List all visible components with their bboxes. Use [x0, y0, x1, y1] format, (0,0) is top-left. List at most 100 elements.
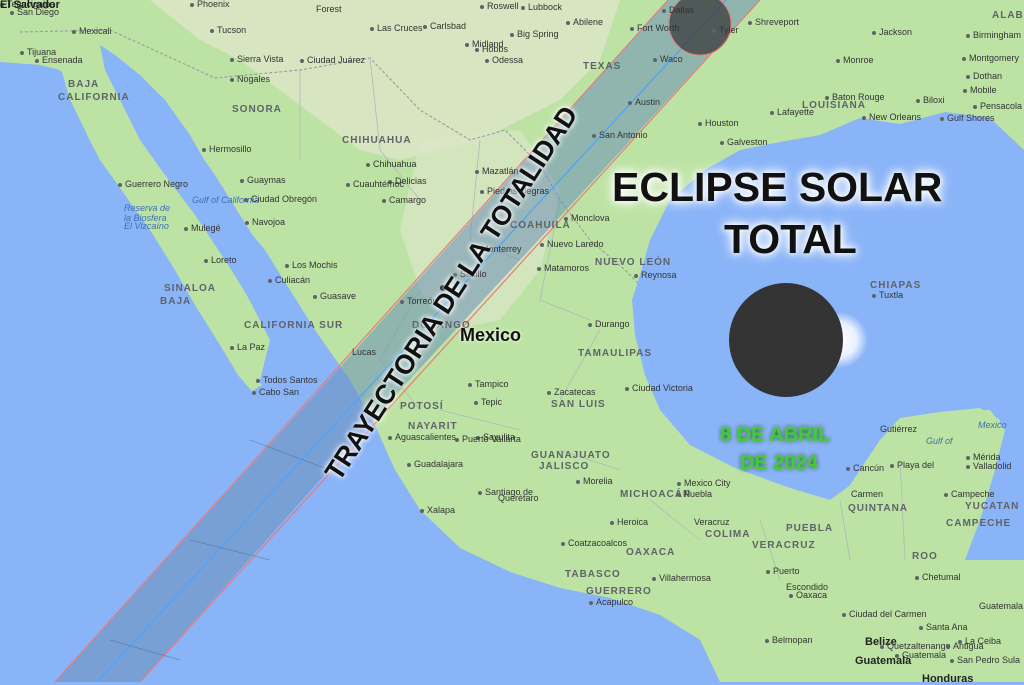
map-label-city: Camargo: [382, 196, 426, 205]
map-label-city: Gulf Shores: [940, 114, 995, 123]
headline-line2: TOTAL: [724, 216, 857, 262]
land-yucatan: [840, 410, 1005, 575]
date-line2: DE 2024: [740, 452, 818, 474]
map-label-city: Tucson: [210, 26, 246, 35]
gulf-of-california: [105, 55, 300, 340]
map-label-city: Galveston: [720, 138, 768, 147]
map-label-city: Piedras Negras: [480, 187, 549, 196]
map-label-city: Pensacola: [973, 102, 1022, 111]
map-label-city: Heroica: [610, 518, 648, 527]
map-label-state: CHIAPAS: [870, 280, 922, 291]
map-label-city: San Antonio: [592, 131, 648, 140]
map-label-city: Ensenada: [35, 56, 83, 65]
eclipse-disc: [729, 283, 843, 397]
map-label-state: LOUISIANA: [802, 100, 866, 111]
map-label-city: Montgomery: [962, 54, 1019, 63]
map-label-state: PUEBLA: [786, 523, 834, 534]
country-label-mexico: Mexico: [460, 325, 522, 345]
map-label-city: Delicias: [388, 177, 427, 186]
map-label-city: Ciudad Obregón: [244, 195, 317, 204]
map-label-city: Nogales: [230, 75, 270, 84]
map-label-state: TAMAULIPAS: [578, 348, 653, 359]
map-label-city: Cancún: [846, 464, 884, 473]
map-label-city: Tyler: [712, 26, 739, 35]
map-label-city: Zacatecas: [547, 388, 596, 397]
map-label-state: CHIHUAHUA: [342, 135, 412, 146]
map-label-city: Phoenix: [190, 0, 230, 9]
map-label-city: Baton Rouge: [825, 93, 885, 102]
map-label-city: Santa Ana: [919, 623, 968, 632]
pacific-coast: [0, 62, 720, 682]
map-label-city: Mazatlán: [475, 167, 519, 176]
map-label-city: San Pedro Sula: [950, 656, 1020, 665]
map-label-city: Mulegé: [184, 224, 221, 233]
map-label-state: BAJA: [160, 296, 192, 307]
map-label-city: Quetzaltenango: [880, 642, 951, 651]
map-label-city: Todos Santos: [256, 376, 318, 385]
path-segment-line: [189, 539, 271, 561]
map-label-city: Big Spring: [510, 30, 559, 39]
map-label-state: GUANAJUATO: [531, 450, 611, 461]
map-label-city: Antigua: [946, 642, 984, 651]
map-label-water: la Biosfera: [124, 213, 167, 223]
map-label-state: DURANGO: [412, 320, 471, 331]
map-label-city: Monclova: [564, 214, 610, 223]
map-label-city: Monroe: [836, 56, 874, 65]
map-label-state: TABASCO: [565, 569, 621, 580]
map-label-city: Guatemala: [895, 651, 946, 660]
map-label-city: Lafayette: [770, 108, 814, 117]
map-label-city: Cuauhtémoc: [346, 180, 404, 189]
map-label-state: SAN LUIS: [551, 399, 606, 410]
land-baja: [60, 70, 262, 392]
map-label-city: San Diego: [10, 8, 59, 17]
path-segment-line: [249, 439, 331, 471]
map-label-state: YUCATAN: [965, 501, 1020, 512]
map-label-city: Morelia: [576, 477, 613, 486]
map-label-city: La Ceiba: [958, 637, 1001, 646]
map-label-state: NAYARIT: [408, 421, 458, 432]
map-label-state: ALABAMA: [992, 10, 1024, 21]
map-label-city: Durango: [588, 320, 630, 329]
map-label-city: Reynosa: [634, 271, 677, 280]
map-label-city: Dothan: [966, 72, 1002, 81]
map-label-city: Puerto Vallarta: [455, 435, 521, 444]
map-label-city: Austin: [628, 98, 660, 107]
map-label-city: Shreveport: [748, 18, 799, 27]
map-label-state: COAHUILA: [510, 220, 571, 231]
path-segment-line: [109, 639, 181, 661]
map-label-plain: Gutiérrez: [880, 424, 918, 434]
map-label-city: Carlsbad: [423, 22, 466, 31]
headline-line1: ECLIPSE SOLAR: [612, 164, 943, 210]
map-label-plain: Veracruz: [694, 517, 730, 527]
map-label-city: Las Cruces: [370, 24, 423, 33]
map-label-water: Reserva de: [124, 203, 171, 213]
us-mexico-border: [19, 29, 641, 286]
map-label-city: Coatzacoalcos: [561, 539, 627, 548]
map-label-city: Guerrero Negro: [118, 180, 188, 189]
totality-edge-north: [54, 0, 669, 682]
map-label-city: Valladolid: [966, 462, 1011, 471]
map-label-city: Abilene: [566, 18, 603, 27]
map-label-city: Mexicali: [72, 27, 112, 36]
map-label-city: Aguascalientes: [388, 433, 456, 442]
map-label-state: OAXACA: [626, 547, 676, 558]
map-label-city: Dallas: [662, 6, 694, 15]
map-label-city: Sierra Vista: [230, 55, 283, 64]
map-label-city: Tampico: [468, 380, 509, 389]
map-label-city: Chetumal: [915, 573, 961, 582]
map-label-city: Mobile: [963, 86, 997, 95]
map-label-state: POTOSÍ: [400, 401, 444, 412]
location-marker-durango[interactable]: [440, 285, 446, 291]
map-label-state: SONORA: [232, 104, 282, 115]
map-label-plain: Lucas: [352, 347, 377, 357]
map-label-city: Ciudad del Carmen: [842, 610, 927, 619]
map-label-plain: Carmen: [851, 489, 884, 499]
map-label-city: Ciudad Juárez: [300, 56, 365, 65]
map-label-state: SINALOA: [164, 283, 216, 294]
map-label-country: Honduras: [922, 673, 974, 685]
map-label-city: Los Mochis: [285, 261, 338, 270]
map-label-city: Biloxi: [916, 96, 945, 105]
map-label-city: Tijuana: [20, 48, 56, 57]
